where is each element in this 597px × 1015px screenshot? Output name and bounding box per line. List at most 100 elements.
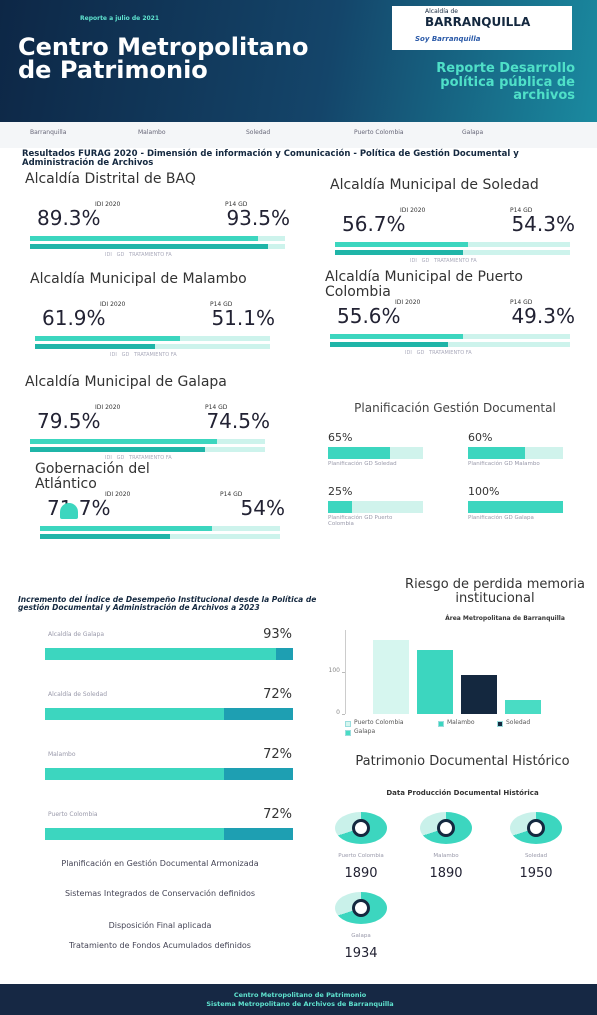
- gd-value: 74.5%: [206, 409, 270, 433]
- entity-name: Alcaldía Municipal de Malambo: [30, 271, 247, 287]
- legend-swatch: [345, 730, 351, 736]
- legend-swatch: [497, 721, 503, 727]
- bar: [335, 242, 469, 247]
- y-tick-label: 100: [328, 667, 340, 674]
- heritage-year: 1890: [429, 866, 463, 881]
- gd-label: P14 GD: [210, 301, 233, 308]
- legend-label: Puerto Colombia: [354, 719, 404, 726]
- bar: [40, 526, 213, 531]
- idi-label: IDI 2020: [95, 404, 121, 411]
- bar: [45, 768, 224, 780]
- bar: [30, 244, 269, 249]
- gd-value: 54.3%: [511, 212, 575, 236]
- bar: [30, 236, 258, 241]
- bar: [461, 674, 497, 714]
- gd-value: 49.3%: [511, 304, 575, 328]
- increment-name: Alcaldía de Soledad: [48, 691, 108, 698]
- logo-box: [392, 6, 572, 50]
- bar: [45, 828, 224, 840]
- planning-caption: Planificación GD Malambo: [468, 461, 540, 467]
- gd-value: 54%: [240, 496, 285, 520]
- bar: [45, 648, 276, 660]
- footer-line: Sistema Metropolitano de Archivos de Bar…: [206, 1000, 394, 1008]
- report-subtitle: Reporte Desarrollo política pública de a…: [436, 61, 575, 104]
- bar: [505, 700, 541, 714]
- footer-band: [0, 984, 597, 1015]
- bar: [417, 650, 453, 714]
- increment-value: 72%: [263, 747, 292, 762]
- planning-value: 25%: [328, 485, 353, 498]
- idi-value: 56.7%: [342, 212, 406, 236]
- planning-value: 100%: [468, 485, 500, 498]
- planning-value: 65%: [328, 431, 353, 444]
- planning-caption: Planificación GD Galapa: [468, 515, 534, 521]
- gd-label: P14 GD: [225, 201, 248, 208]
- planning-caption: Planificación GD Puerto Colombia: [328, 515, 393, 527]
- clock-icon: [352, 819, 370, 837]
- idi-value: 79.5%: [37, 409, 101, 433]
- axis: [345, 630, 346, 714]
- achievement: Disposición Final aplicada: [108, 921, 212, 930]
- bar: [30, 439, 217, 444]
- clock-icon: [437, 819, 455, 837]
- gd-value: 93.5%: [226, 206, 290, 230]
- gd-value: 51.1%: [211, 306, 275, 330]
- planning-title: Planificación Gestión Documental: [354, 401, 556, 415]
- entity-name: Alcaldía Municipal de Puerto Colombia: [325, 269, 523, 300]
- legend-label: Soledad: [506, 719, 531, 726]
- bar: [40, 534, 170, 539]
- increment-name: Puerto Colombia: [48, 811, 98, 818]
- heritage-name: Malambo: [433, 853, 459, 859]
- logo-tag: Soy Barranquilla: [415, 35, 481, 43]
- bar: [468, 447, 525, 459]
- increment-title: Incremento del Índice de Desempeño Insti…: [18, 595, 317, 612]
- report-date: Reporte a julio de 2021: [80, 15, 160, 22]
- idi-label: IDI 2020: [95, 201, 121, 208]
- bar: [330, 342, 449, 347]
- entity-name: Alcaldía Municipal de Galapa: [25, 374, 227, 390]
- heritage-name: Galapa: [351, 933, 371, 939]
- idi-label: IDI 2020: [105, 491, 131, 498]
- partners-strip: [0, 122, 597, 148]
- footer-line: Centro Metropolitano de Patrimonio: [233, 991, 367, 999]
- y-tick-label: 0: [336, 709, 340, 716]
- heritage-name: Puerto Colombia: [338, 853, 384, 859]
- heritage-subtitle: Data Producción Documental Histórica: [386, 789, 539, 797]
- bar-legend: IDI GD TRATAMIENTO FA: [405, 350, 472, 356]
- gd-label: P14 GD: [510, 299, 533, 306]
- legend-label: Galapa: [354, 728, 376, 735]
- tick-mark: [342, 714, 345, 715]
- clock-icon: [527, 819, 545, 837]
- increment-name: Alcaldía de Galapa: [48, 631, 105, 638]
- heritage-title: Patrimonio Documental Histórico: [355, 754, 570, 769]
- bar-legend: IDI GD TRATAMIENTO FA: [110, 352, 177, 358]
- entity-name: Gobernación del Atlántico: [35, 461, 150, 492]
- increment-name: Malambo: [48, 751, 76, 758]
- achievement: Tratamiento de Fondos Acumulados definid…: [69, 941, 251, 950]
- bar: [468, 501, 563, 513]
- partner-logo: Malambo: [138, 129, 166, 136]
- planning-value: 60%: [468, 431, 493, 444]
- bar-legend: IDI GD TRATAMIENTO FA: [105, 252, 172, 258]
- entity-name: Alcaldía Municipal de Soledad: [330, 177, 539, 193]
- idi-label: IDI 2020: [400, 207, 426, 214]
- heritage-year: 1950: [519, 866, 553, 881]
- bar: [373, 640, 409, 714]
- increment-value: 72%: [263, 807, 292, 822]
- legend-swatch: [345, 721, 351, 727]
- partner-logo: Soledad: [246, 129, 271, 136]
- partner-logo: Puerto Colombia: [354, 129, 404, 136]
- entity-name: Alcaldía Distrital de BAQ: [25, 171, 196, 187]
- increment-value: 72%: [263, 687, 292, 702]
- idi-label: IDI 2020: [100, 301, 126, 308]
- gd-label: P14 GD: [205, 404, 228, 411]
- logo-top: Alcaldía de: [425, 8, 458, 15]
- partner-logo: Galapa: [462, 129, 484, 136]
- bar: [35, 344, 156, 349]
- partner-logo: Barranquilla: [30, 129, 67, 136]
- tick-mark: [342, 672, 345, 673]
- legend-label: Malambo: [447, 719, 475, 726]
- risk-subtitle: Área Metropolitana de Barranquilla: [445, 615, 565, 622]
- bar: [328, 447, 390, 459]
- bar: [30, 447, 206, 452]
